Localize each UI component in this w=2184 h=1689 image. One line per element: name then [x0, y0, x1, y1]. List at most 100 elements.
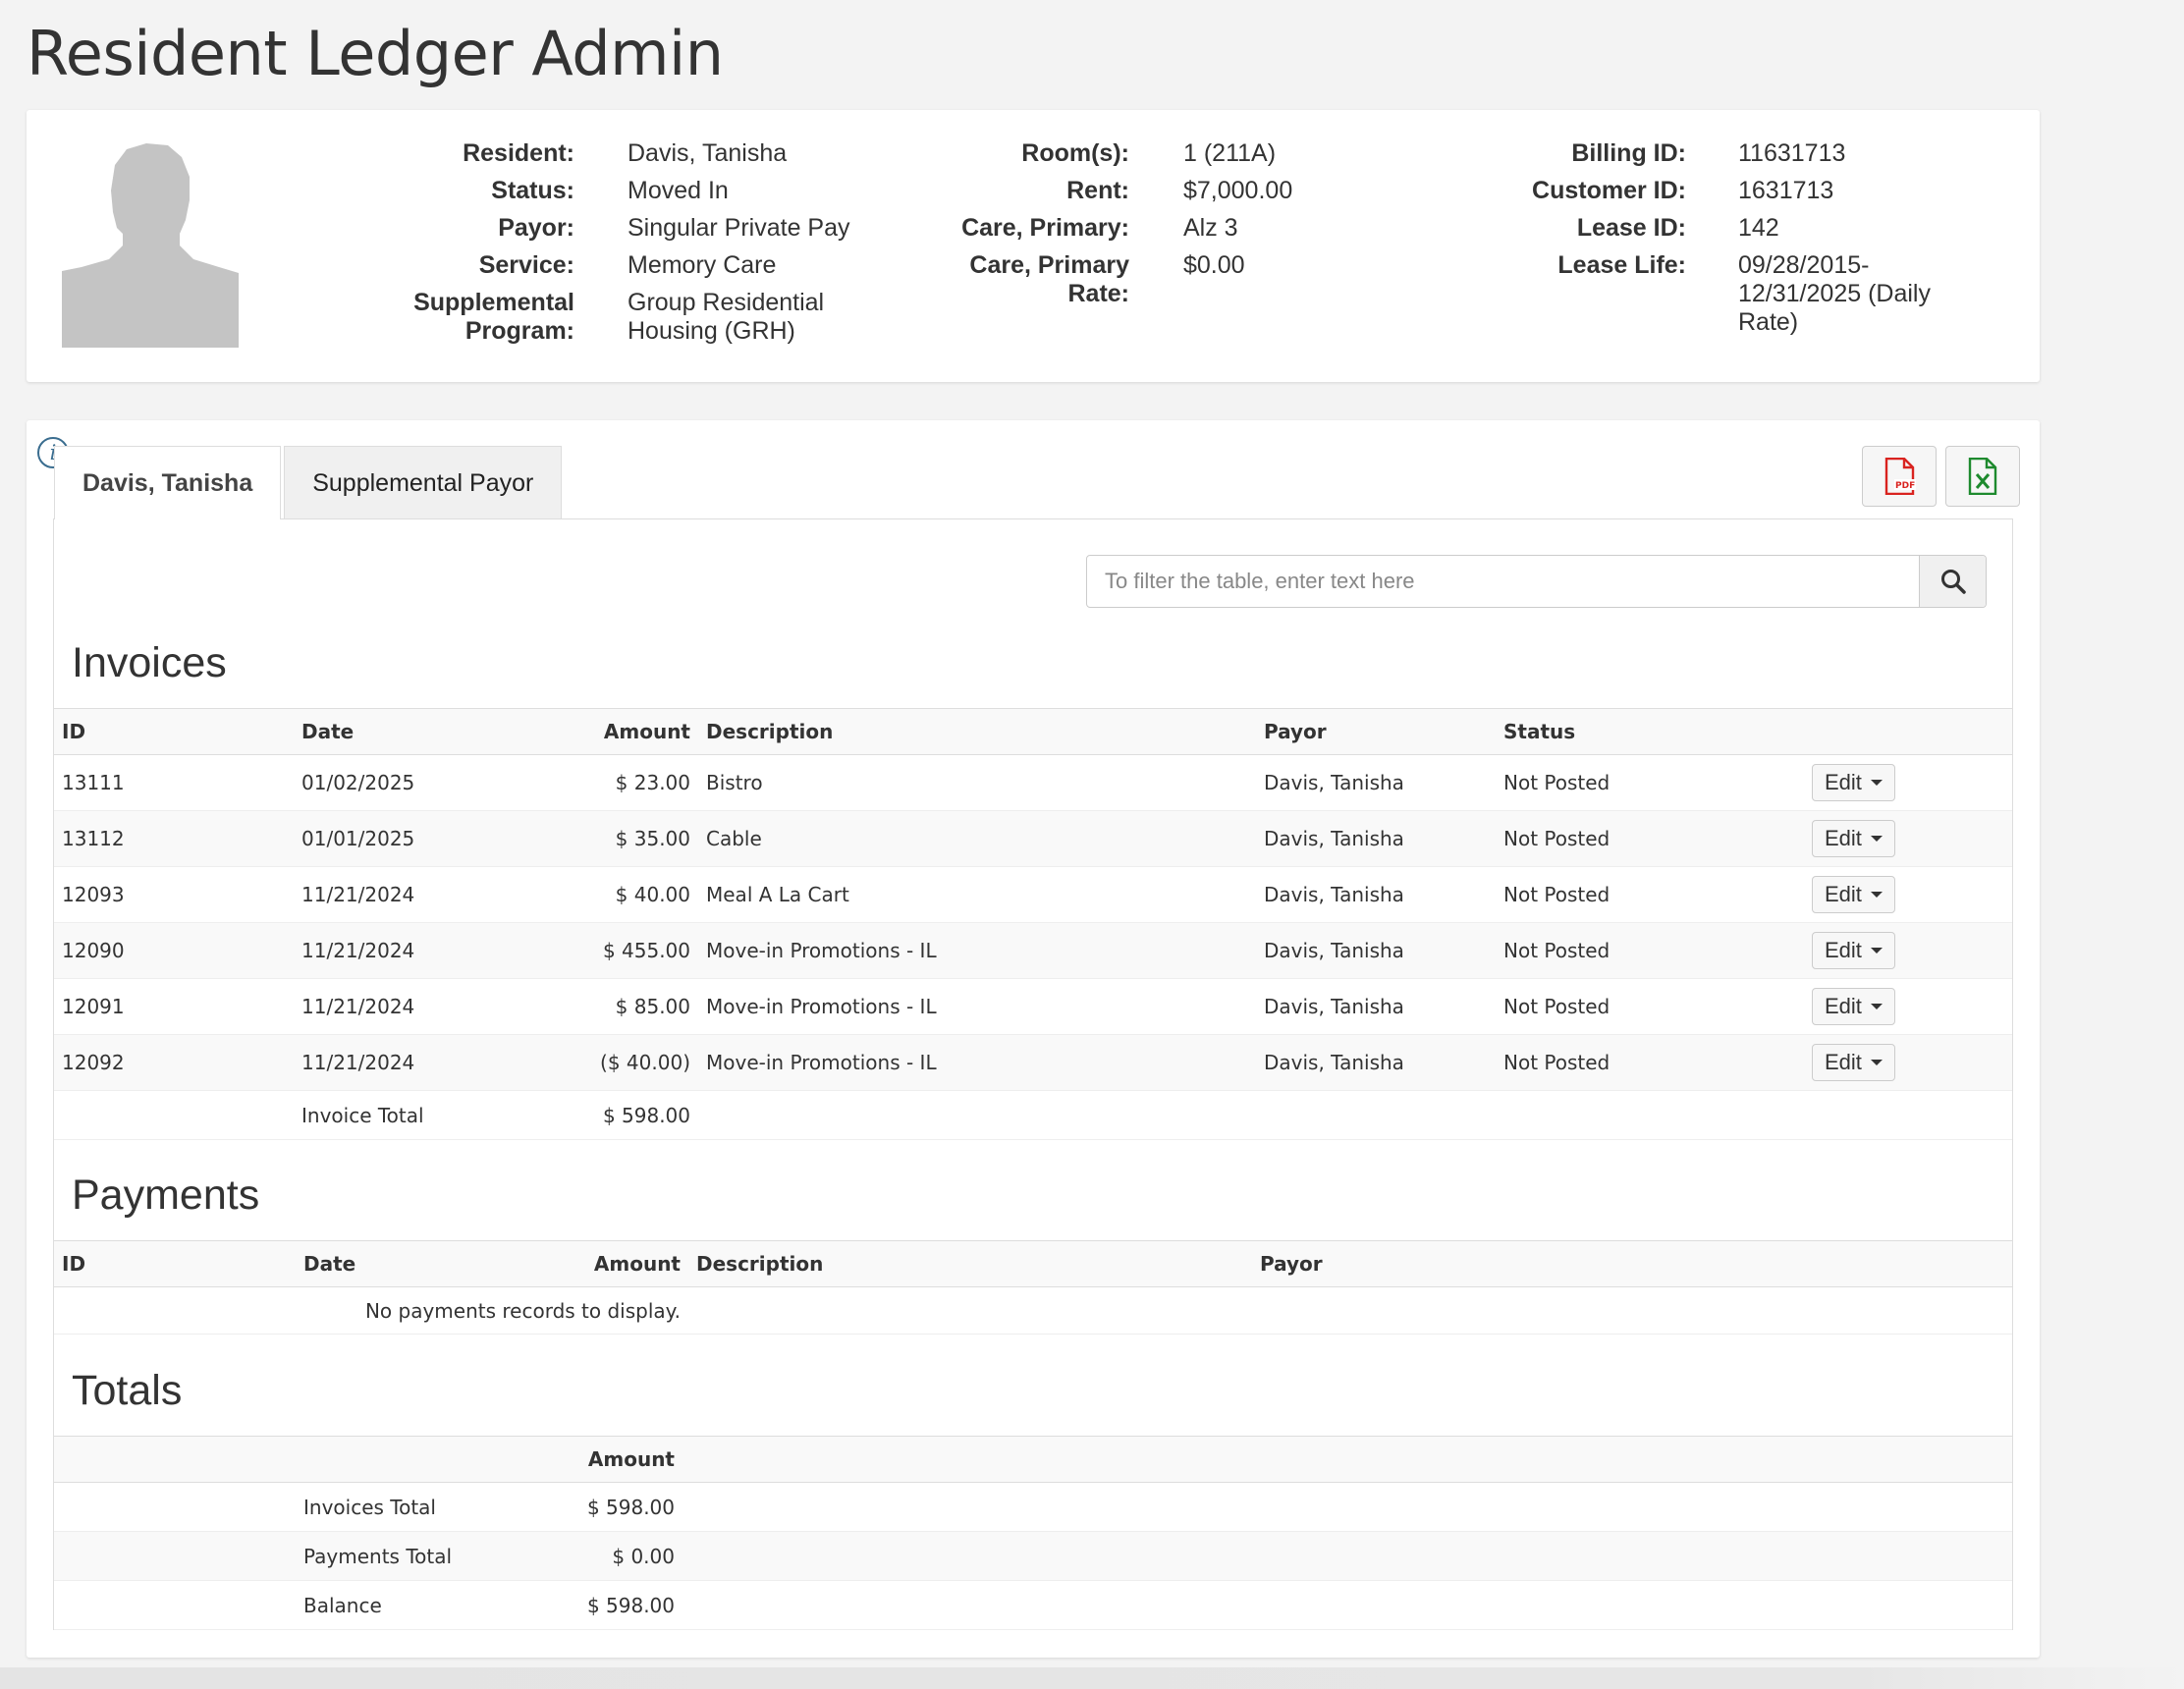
lease-life-value: 09/28/2015-12/31/2025 (Daily Rate): [1738, 251, 1931, 336]
invoice-amount: $ 455.00: [539, 922, 698, 979]
invoice-date: 11/21/2024: [294, 1034, 539, 1091]
rooms-label: Room(s):: [1021, 139, 1129, 167]
invoice-id: 12092: [54, 1034, 294, 1091]
invoice-description: Move-in Promotions - IL: [698, 978, 1256, 1035]
invoice-amount: $ 23.00: [539, 754, 698, 811]
invoice-payor: Davis, Tanisha: [1256, 866, 1496, 923]
edit-label: Edit: [1825, 826, 1862, 850]
edit-dropdown-button[interactable]: Edit: [1812, 764, 1895, 801]
edit-dropdown-button[interactable]: Edit: [1812, 932, 1895, 969]
caret-down-icon: [1870, 1004, 1883, 1009]
invoice-status: Not Posted: [1496, 1034, 1804, 1091]
rooms-value: 1 (211A): [1183, 139, 1277, 167]
table-row: 12092 11/21/2024 ($ 40.00) Move-in Promo…: [54, 1034, 2012, 1091]
export-pdf-button[interactable]: PDF: [1862, 446, 1937, 507]
service-value: Memory Care: [628, 251, 777, 279]
export-excel-button[interactable]: [1945, 446, 2020, 507]
invoice-id: 12090: [54, 922, 294, 979]
supplemental-program-value: Group Residential Housing (GRH): [628, 289, 825, 345]
billing-id-value: 11631713: [1738, 139, 1846, 167]
table-row: 13112 01/01/2025 $ 35.00 Cable Davis, Ta…: [54, 810, 2012, 867]
totals-value: $ 0.00: [531, 1531, 682, 1581]
empty-row: No payments records to display.: [54, 1286, 2012, 1335]
ledger-tabs: Davis, Tanisha Supplemental Payor: [54, 446, 565, 519]
caret-down-icon: [1870, 836, 1883, 842]
edit-label: Edit: [1825, 882, 1862, 906]
col-header-id[interactable]: ID: [54, 1240, 296, 1287]
page-bottom-edge: [0, 1667, 2184, 1689]
invoice-payor: Davis, Tanisha: [1256, 922, 1496, 979]
table-row: 12091 11/21/2024 $ 85.00 Move-in Promoti…: [54, 978, 2012, 1035]
col-header-date[interactable]: Date: [294, 708, 539, 755]
col-header-actions: [1804, 708, 2012, 755]
col-header-date[interactable]: Date: [296, 1240, 531, 1287]
invoice-amount: $ 35.00: [539, 810, 698, 867]
invoice-status: Not Posted: [1496, 810, 1804, 867]
invoice-description: Meal A La Cart: [698, 866, 1256, 923]
invoice-date: 01/02/2025: [294, 754, 539, 811]
invoice-description: Move-in Promotions - IL: [698, 1034, 1256, 1091]
invoice-status: Not Posted: [1496, 922, 1804, 979]
billing-id-label: Billing ID:: [1571, 139, 1686, 167]
care-primary-label: Care, Primary:: [961, 214, 1129, 242]
table-row: 13111 01/02/2025 $ 23.00 Bistro Davis, T…: [54, 754, 2012, 811]
care-primary-value: Alz 3: [1183, 214, 1238, 242]
caret-down-icon: [1870, 780, 1883, 786]
resident-details-column: Resident: Davis, Tanisha Status: Moved In …: [351, 139, 883, 354]
care-primary-rate-label: Care, Primary Rate:: [969, 251, 1129, 307]
resident-info-card: Resident: Davis, Tanisha Status: Moved In …: [27, 110, 2040, 382]
invoice-payor: Davis, Tanisha: [1256, 978, 1496, 1035]
invoice-id: 12093: [54, 866, 294, 923]
invoice-id: 13111: [54, 754, 294, 811]
invoice-total-label: Invoice Total: [294, 1090, 539, 1140]
status-value: Moved In: [628, 177, 729, 204]
invoice-amount: $ 40.00: [539, 866, 698, 923]
col-header-description[interactable]: Description: [688, 1240, 1252, 1287]
col-header-status[interactable]: Status: [1496, 708, 1804, 755]
totals-table: Amount Invoices Total $ 598.00 Payments …: [54, 1436, 2012, 1630]
caret-down-icon: [1870, 892, 1883, 898]
table-filter-input[interactable]: [1087, 556, 1919, 607]
tab-supplemental-payor[interactable]: Supplemental Payor: [284, 446, 563, 518]
edit-dropdown-button[interactable]: Edit: [1812, 1044, 1895, 1081]
edit-label: Edit: [1825, 770, 1862, 794]
edit-label: Edit: [1825, 994, 1862, 1018]
search-icon: [1940, 570, 1966, 594]
tab-panel-resident: Invoices ID Date Amount Description Payo…: [53, 518, 2013, 1630]
col-header-payor[interactable]: Payor: [1256, 708, 1496, 755]
row-actions: Edit: [1804, 978, 2012, 1035]
billing-details-column: Billing ID: 11631713 Customer ID: 1631713 …: [1480, 139, 1964, 346]
row-actions: Edit: [1804, 810, 2012, 867]
col-header-amount[interactable]: Amount: [531, 1240, 688, 1287]
resident-label: Resident:: [463, 139, 574, 167]
edit-label: Edit: [1825, 938, 1862, 962]
tab-resident[interactable]: Davis, Tanisha: [54, 446, 282, 519]
col-header-payor[interactable]: Payor: [1252, 1240, 2012, 1287]
care-primary-rate-value: $0.00: [1183, 251, 1245, 279]
table-row: Balance $ 598.00: [54, 1580, 2012, 1630]
avatar-placeholder-icon: [62, 143, 239, 348]
edit-dropdown-button[interactable]: Edit: [1812, 876, 1895, 913]
invoice-amount: ($ 40.00): [539, 1034, 698, 1091]
customer-id-label: Customer ID:: [1532, 177, 1686, 204]
lease-life-label: Lease Life:: [1557, 251, 1686, 279]
col-header-amount: Amount: [531, 1436, 682, 1483]
table-row: 12093 11/21/2024 $ 40.00 Meal A La Cart …: [54, 866, 2012, 923]
col-header-amount[interactable]: Amount: [539, 708, 698, 755]
row-actions: Edit: [1804, 754, 2012, 811]
empty-message: No payments records to display.: [54, 1286, 688, 1335]
resident-name-link[interactable]: Davis, Tanisha: [628, 139, 788, 167]
edit-dropdown-button[interactable]: Edit: [1812, 820, 1895, 857]
edit-dropdown-button[interactable]: Edit: [1812, 988, 1895, 1025]
totals-value: $ 598.00: [531, 1580, 682, 1630]
totals-value: $ 598.00: [531, 1482, 682, 1532]
totals-title: Totals: [72, 1367, 183, 1414]
table-filter: [1086, 555, 1987, 608]
totals-label: Payments Total: [296, 1531, 531, 1581]
col-header-description[interactable]: Description: [698, 708, 1256, 755]
invoice-amount: $ 85.00: [539, 978, 698, 1035]
search-button[interactable]: [1919, 556, 1986, 607]
invoice-total-row: Invoice Total $ 598.00: [54, 1090, 2012, 1140]
col-header-id[interactable]: ID: [54, 708, 294, 755]
invoice-date: 01/01/2025: [294, 810, 539, 867]
